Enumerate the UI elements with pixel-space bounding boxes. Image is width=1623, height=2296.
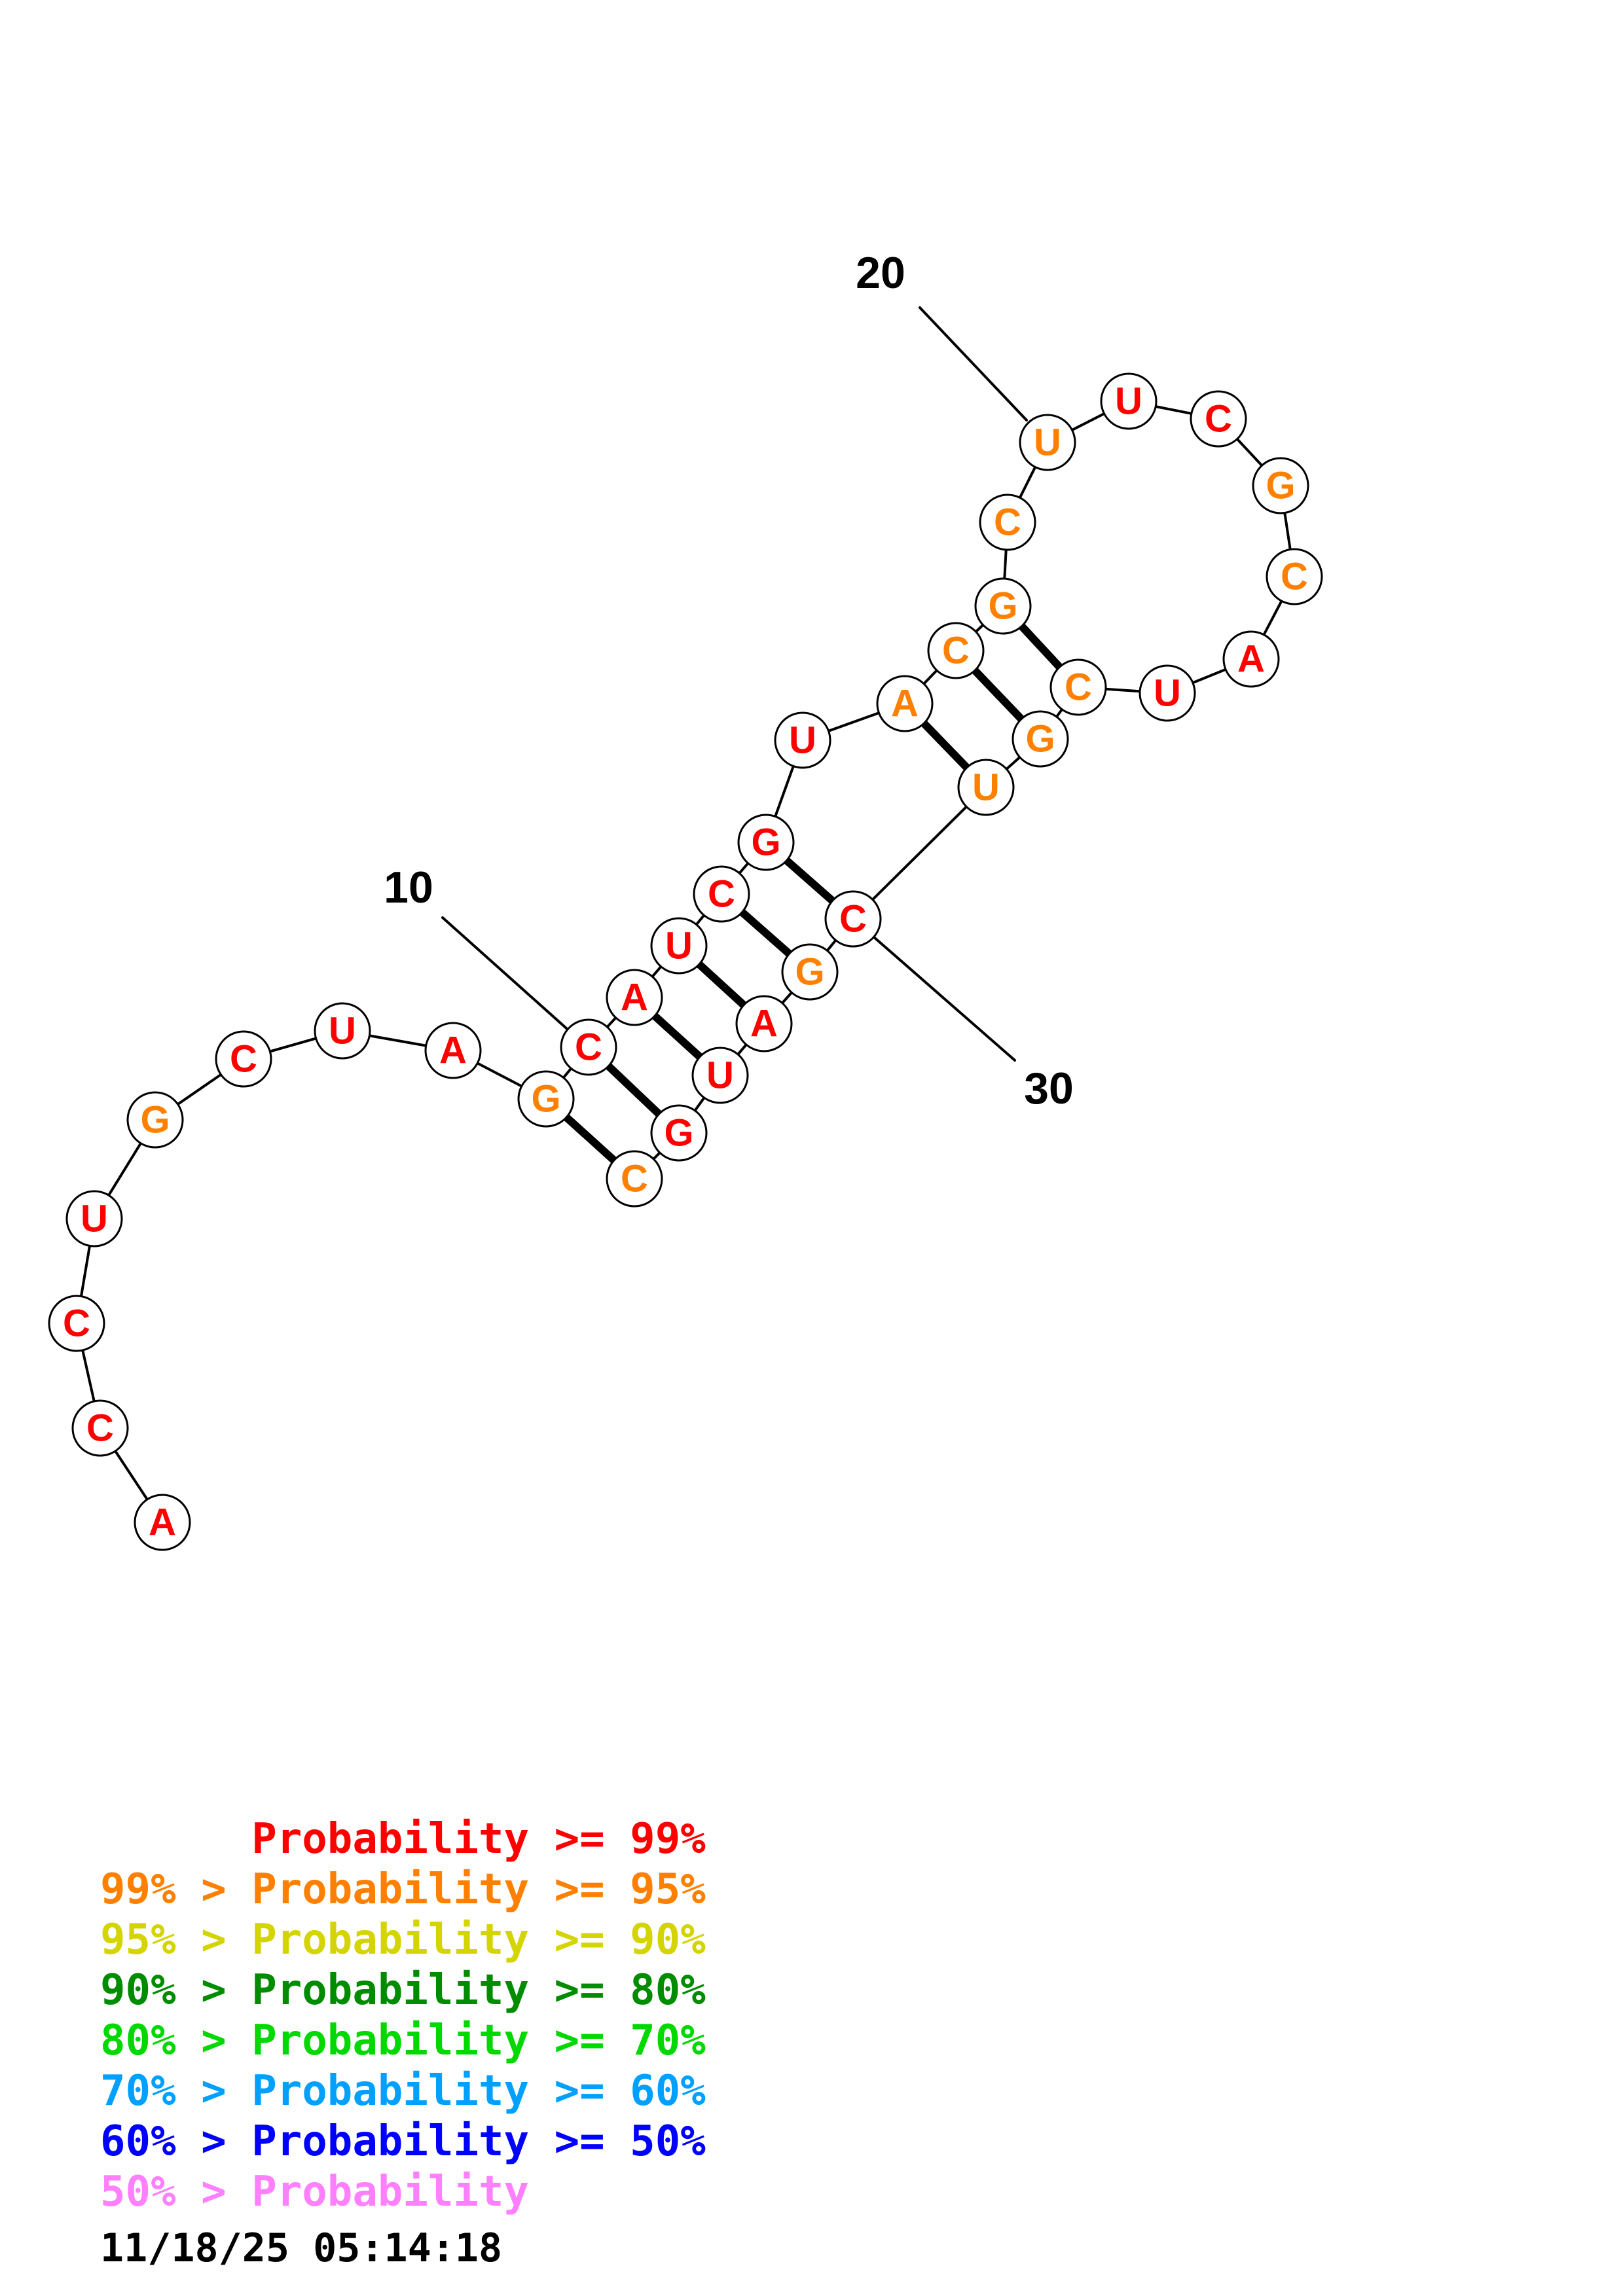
nucleotide-circle (126, 1091, 184, 1149)
nucleotide-base: G (1266, 465, 1295, 507)
nucleotide-base: A (621, 977, 648, 1019)
nucleotide-base: G (1025, 718, 1055, 761)
nucleotide-circle (560, 1018, 617, 1076)
nucleotide-base: C (575, 1026, 602, 1069)
legend-row: 60% > Probability >= 50% (100, 2117, 706, 2166)
nucleotide-circle (424, 1022, 482, 1079)
legend-row: 95% > Probability >= 90% (100, 1916, 706, 1964)
probability-legend: Probability >= 99% 99% > Probability >= 9… (100, 1814, 706, 2217)
nucleotide-circle (691, 1047, 749, 1104)
nucleotide-circle (979, 493, 1036, 551)
nucleotide-circle (737, 814, 795, 871)
timestamp: 11/18/25 05:14:18 (100, 2225, 503, 2271)
nucleotide-circle (735, 995, 793, 1052)
nucleotide-base: G (531, 1078, 560, 1121)
nucleotide-base: G (988, 585, 1017, 628)
nucleotide-base: G (664, 1112, 693, 1155)
nucleotide-base: C (994, 501, 1021, 544)
nucleotide-circle (1012, 710, 1069, 768)
nucleotide-base: U (706, 1054, 734, 1097)
position-label-line (873, 936, 1016, 1062)
nucleotide-base: U (972, 766, 1000, 809)
backbone-bond (852, 786, 987, 920)
nucleotide-base: G (140, 1099, 170, 1141)
nucleotide-circle (1049, 658, 1107, 716)
nucleotide-base: C (708, 873, 735, 916)
nucleotide-base: U (81, 1198, 108, 1240)
nucleotide-circle (650, 1104, 708, 1162)
nucleotide-circle (65, 1190, 123, 1247)
position-label-lines (441, 306, 1028, 1062)
nucleotide-circle (48, 1295, 105, 1352)
nucleotide-base: C (86, 1407, 114, 1450)
nucleotide-base: C (839, 898, 867, 941)
nucleotide-circle (1019, 414, 1076, 471)
legend-row: 90% > Probability >= 80% (100, 1966, 706, 2015)
position-label: 10 (384, 863, 433, 912)
nucleotide-circle (876, 675, 934, 732)
nucleotide-circle (71, 1399, 129, 1457)
nucleotide-base: C (230, 1038, 257, 1081)
nucleotide-base: U (1154, 672, 1181, 715)
legend-row: Probability >= 99% (100, 1815, 706, 1863)
nucleotide-base: C (1065, 666, 1092, 709)
legend-row: 50% > Probability (100, 2168, 530, 2216)
nucleotide-base: G (795, 951, 824, 994)
nucleotide-circle (517, 1070, 575, 1128)
nucleotide-circle (215, 1030, 272, 1088)
nucleotide-base: U (1034, 422, 1061, 464)
nucleotide-circle (1190, 390, 1247, 448)
nucleotide-circle (824, 890, 882, 948)
position-label-line (919, 306, 1028, 422)
nucleotide-circle (606, 1150, 663, 1208)
nucleotide-circle (781, 943, 839, 1001)
nucleotide-circle (1252, 457, 1309, 514)
nucleotide-base: C (63, 1302, 90, 1345)
nucleotide-circle (957, 759, 1015, 816)
nucleotide-base: A (750, 1003, 778, 1045)
nucleotide-circle (1222, 630, 1280, 688)
nucleotide-base: U (1115, 380, 1142, 423)
position-label: 30 (1024, 1064, 1074, 1113)
nucleotide-circle (774, 711, 831, 769)
nucleotide-base: A (891, 683, 919, 725)
position-number-labels: 10 20 30 (384, 248, 1074, 1113)
nucleotide-base: U (789, 719, 816, 762)
nucleotide-base: A (1237, 638, 1265, 681)
nucleotide-base: C (1205, 398, 1232, 440)
nucleotide-circle (1266, 548, 1323, 605)
nucleotide-circle (974, 577, 1032, 635)
nucleotide-circle (606, 969, 663, 1026)
nucleotide-base: U (665, 925, 693, 967)
nucleotide-circle (693, 865, 750, 923)
nucleotide-circle (314, 1002, 371, 1060)
nucleotide-circle (1100, 372, 1158, 430)
position-label: 20 (856, 248, 905, 298)
nucleotide-base: A (149, 1501, 176, 1544)
nucleotide-circle (650, 917, 708, 975)
legend-row: 99% > Probability >= 95% (100, 1865, 706, 1914)
nucleotide-base: U (329, 1010, 356, 1052)
nucleotide-base: G (751, 821, 780, 864)
legend-row: 70% > Probability >= 60% (100, 2067, 706, 2115)
nucleotide-base: C (621, 1158, 648, 1200)
nucleotide-base: A (439, 1030, 467, 1072)
nucleotide-base: C (942, 630, 970, 672)
nucleotide-base: C (1281, 556, 1308, 598)
nucleotide-circle (1139, 664, 1196, 722)
nucleotide-circle (134, 1494, 191, 1551)
nucleotide-circle (927, 622, 985, 679)
legend-row: 80% > Probability >= 70% (100, 2017, 706, 2065)
position-label-line (441, 916, 568, 1030)
basepair-bonds (543, 603, 1082, 1182)
